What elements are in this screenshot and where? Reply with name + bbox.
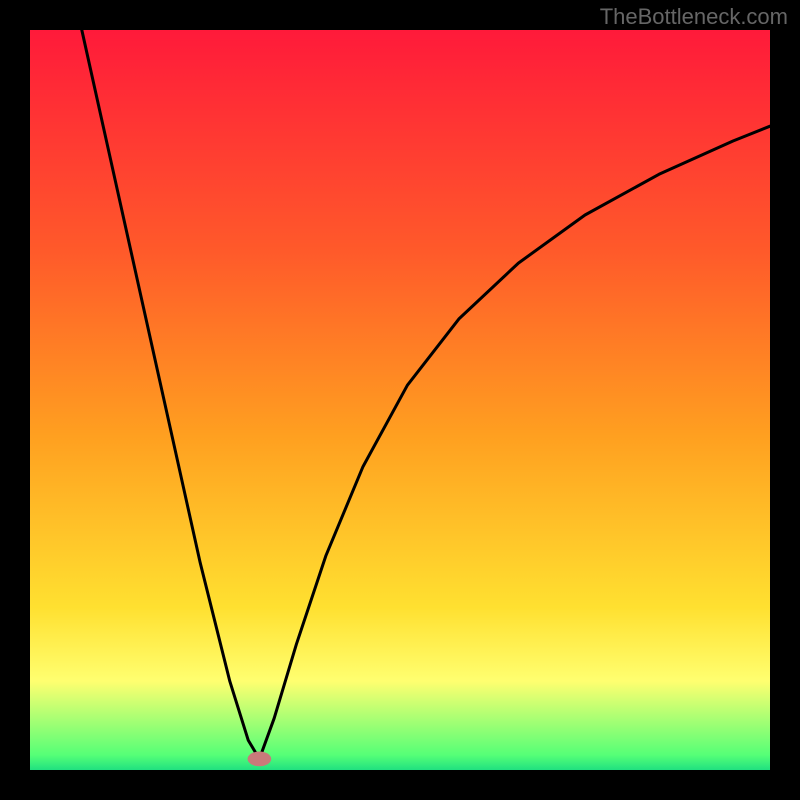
curve-left-branch bbox=[82, 30, 260, 759]
trough-marker bbox=[248, 752, 272, 767]
curve-right-branch bbox=[259, 126, 770, 759]
bottleneck-curve bbox=[30, 30, 770, 770]
watermark-text: TheBottleneck.com bbox=[600, 4, 788, 30]
chart-plot-area bbox=[30, 30, 770, 770]
